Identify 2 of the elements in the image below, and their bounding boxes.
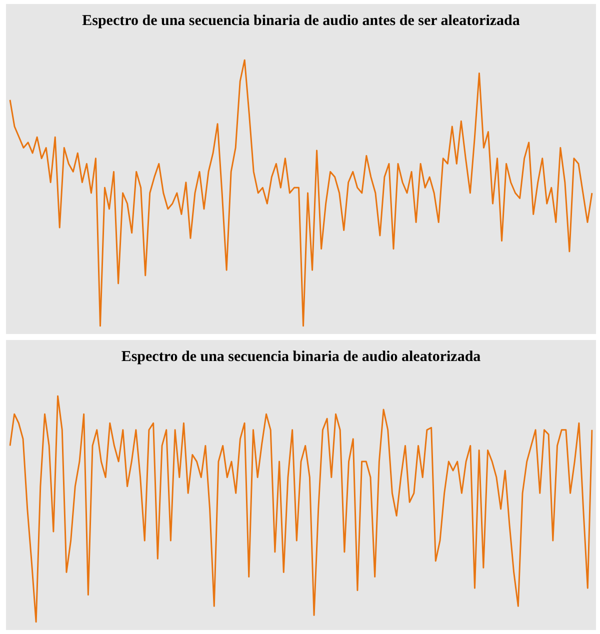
chart-title: Espectro de una secuencia binaria de audio antes de ser aleatorizada bbox=[82, 12, 520, 29]
chart-title: Espectro de una secuencia binaria de audio aleatorizada bbox=[121, 348, 482, 365]
